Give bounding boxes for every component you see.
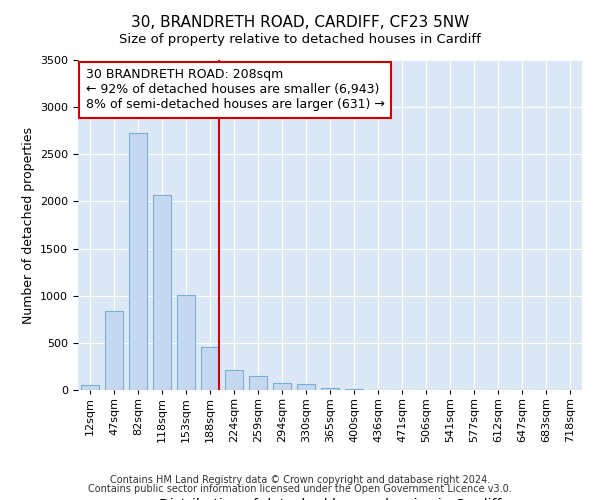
Text: Contains public sector information licensed under the Open Government Licence v3: Contains public sector information licen…	[88, 484, 512, 494]
Text: 30 BRANDRETH ROAD: 208sqm
← 92% of detached houses are smaller (6,943)
8% of sem: 30 BRANDRETH ROAD: 208sqm ← 92% of detac…	[86, 68, 385, 112]
Bar	[154, 195, 170, 390]
Bar	[346, 389, 362, 390]
Bar	[82, 385, 98, 390]
Bar	[106, 311, 122, 390]
Text: Size of property relative to detached houses in Cardiff: Size of property relative to detached ho…	[119, 32, 481, 46]
Bar	[274, 384, 290, 390]
Bar	[226, 370, 242, 390]
X-axis label: Distribution of detached houses by size in Cardiff: Distribution of detached houses by size …	[159, 498, 501, 500]
Y-axis label: Number of detached properties: Number of detached properties	[22, 126, 35, 324]
Bar	[130, 132, 146, 390]
Text: Contains HM Land Registry data © Crown copyright and database right 2024.: Contains HM Land Registry data © Crown c…	[110, 475, 490, 485]
Bar	[178, 295, 194, 390]
Bar	[202, 346, 218, 390]
Text: 30, BRANDRETH ROAD, CARDIFF, CF23 5NW: 30, BRANDRETH ROAD, CARDIFF, CF23 5NW	[131, 15, 469, 30]
Bar	[250, 376, 266, 390]
Bar	[298, 384, 314, 390]
Bar	[322, 388, 338, 390]
